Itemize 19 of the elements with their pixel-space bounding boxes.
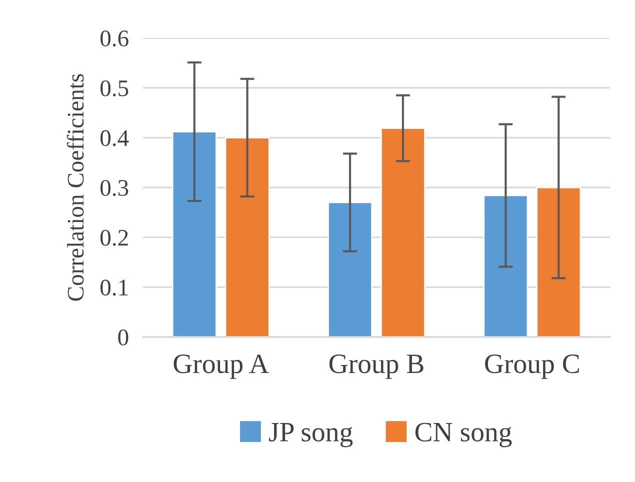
legend-label: JP song (269, 423, 353, 448)
y-tick-label: 0 (118, 329, 128, 346)
y-tick-label: 0.6 (100, 30, 128, 47)
legend-label: CN song (415, 422, 512, 448)
bar (172, 130, 217, 337)
y-tick-label: 0.1 (100, 280, 128, 296)
y-axis-title: Correlation Coefficients (66, 74, 84, 301)
bar (328, 202, 373, 337)
x-tick-label: Group C (485, 354, 579, 379)
x-tick-label: Group B (329, 354, 424, 379)
y-tick-label: 0.3 (100, 180, 128, 196)
bar (536, 186, 582, 337)
bar (380, 128, 426, 337)
y-tick-label: 0.4 (100, 130, 129, 146)
bar (224, 136, 270, 337)
y-tick-label: 0.5 (100, 80, 128, 96)
x-tick-label: Group A (174, 354, 269, 379)
y-tick-label: 0.2 (100, 230, 128, 246)
bar (483, 194, 528, 337)
